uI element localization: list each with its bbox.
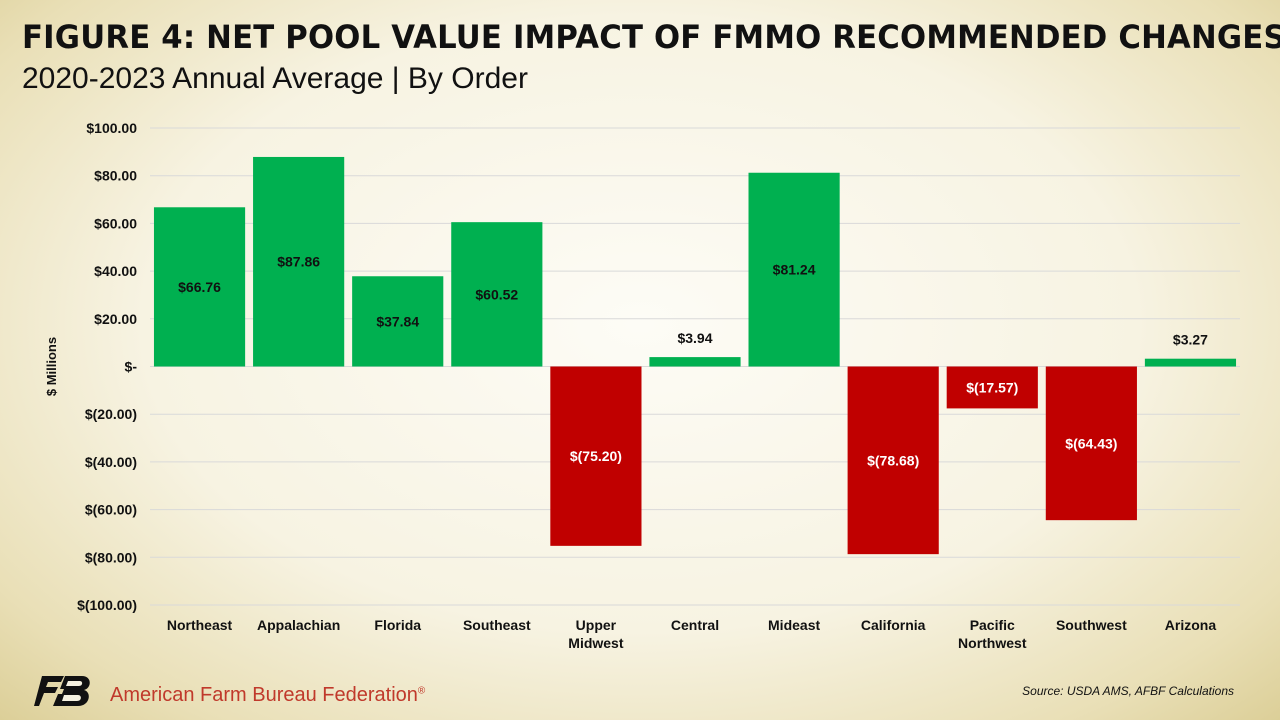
bar [649, 357, 741, 367]
category-label: Pacific [970, 617, 1015, 633]
data-label: $60.52 [475, 286, 518, 302]
y-tick-label: $40.00 [94, 263, 137, 279]
data-labels: $66.76 $87.86 $37.84 $60.52 $(75.20) $3.94 $81… [178, 254, 1208, 469]
bar [451, 222, 543, 367]
data-label: $66.76 [178, 279, 221, 295]
data-label: $87.86 [277, 254, 320, 270]
data-label: $3.27 [1173, 332, 1208, 348]
source-note: Source: USDA AMS, AFBF Calculations [1022, 684, 1234, 698]
bars [153, 156, 1237, 555]
bar [153, 207, 246, 367]
category-label: Florida [374, 617, 421, 633]
data-label: $81.24 [773, 262, 816, 278]
data-label: $(17.57) [966, 379, 1018, 395]
data-label: $(75.20) [570, 448, 622, 464]
bar [1144, 358, 1237, 367]
y-tick-label: $(20.00) [85, 406, 137, 422]
category-labels: Northeast Appalachian Florida Southeast Uppe… [167, 617, 1216, 651]
category-label: Appalachian [257, 617, 340, 633]
y-tick-label: $100.00 [86, 120, 137, 136]
bar [352, 276, 444, 367]
category-label: Arizona [1165, 617, 1217, 633]
chart-subtitle: 2020-2023 Annual Average | By Order [22, 62, 528, 95]
bar [748, 172, 840, 367]
data-label: $(64.43) [1065, 435, 1117, 451]
category-label: Northwest [958, 635, 1027, 651]
y-tick-label: $60.00 [94, 215, 137, 231]
bar [1045, 366, 1137, 521]
y-axis-label: $ Millions [44, 337, 59, 396]
y-tick-label: $20.00 [94, 311, 137, 327]
y-tick-label: $80.00 [94, 168, 137, 184]
y-axis-ticks: $100.00 $80.00 $60.00 $40.00 $20.00 $- $(20.00… [77, 120, 137, 613]
category-label: Upper [576, 617, 617, 633]
category-label: Central [671, 617, 719, 633]
category-label: Mideast [768, 617, 820, 633]
category-label: California [861, 617, 926, 633]
bar [847, 366, 939, 555]
bar [946, 366, 1038, 409]
data-label: $37.84 [376, 313, 419, 329]
data-label: $3.94 [677, 330, 712, 346]
y-tick-label: $(80.00) [85, 549, 137, 565]
data-label: $(78.68) [867, 452, 919, 468]
afbf-logo-icon [34, 676, 90, 706]
chart-title: FIGURE 4: NET POOL VALUE IMPACT OF FMMO … [22, 18, 1280, 56]
category-label: Northeast [167, 617, 233, 633]
category-label: Southeast [463, 617, 531, 633]
organization-name: American Farm Bureau Federation® [110, 684, 426, 706]
category-label: Southwest [1056, 617, 1127, 633]
bar [550, 366, 642, 546]
bar [253, 156, 345, 367]
y-tick-label: $- [125, 359, 138, 375]
y-tick-label: $(60.00) [85, 502, 137, 518]
y-tick-label: $(100.00) [77, 597, 137, 613]
y-tick-label: $(40.00) [85, 454, 137, 470]
category-label: Midwest [568, 635, 624, 651]
bar-chart: $100.00 $80.00 $60.00 $40.00 $20.00 $- $(20.00… [44, 120, 1240, 651]
